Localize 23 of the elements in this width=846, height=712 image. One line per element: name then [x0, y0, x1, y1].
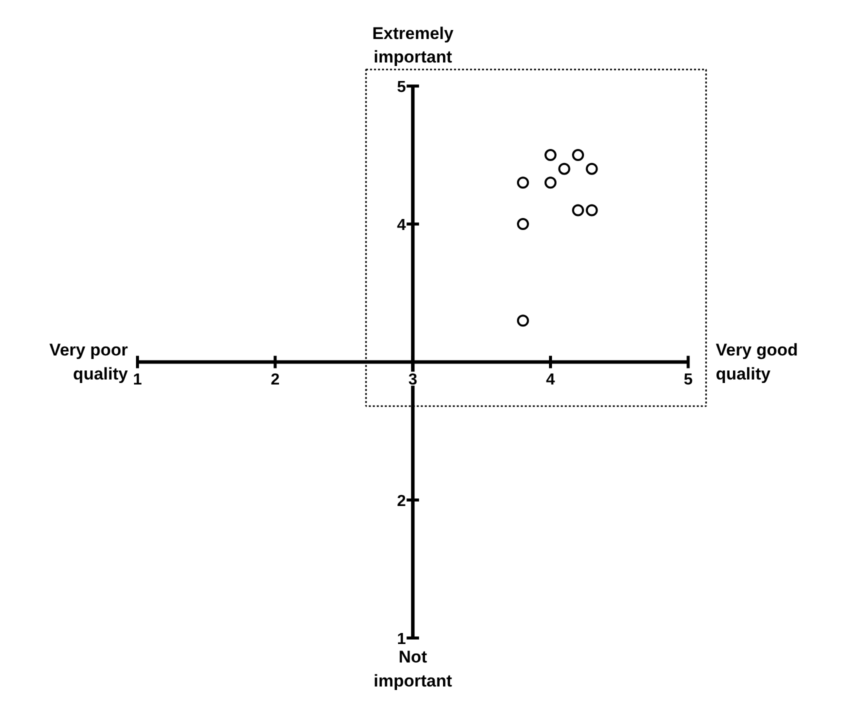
point: [544, 176, 557, 189]
y-tick-label: 1: [397, 630, 406, 648]
point: [586, 204, 598, 216]
point: [586, 162, 598, 175]
text: Very poor quality: [49, 340, 128, 384]
y-tick-label: 4: [397, 217, 406, 234]
point: [516, 176, 529, 189]
point: [558, 162, 570, 175]
x-tick-label: 2: [270, 372, 280, 389]
text: Not important: [374, 648, 452, 690]
x-tick-label: 4: [546, 372, 556, 389]
y-tick-label: 5: [397, 79, 406, 96]
text: Extremely important: [372, 24, 454, 67]
point: [572, 149, 584, 162]
x-tick-label: 5: [684, 372, 693, 389]
x-tick-label: 3: [408, 372, 418, 389]
text: Very good quality: [716, 340, 798, 384]
point: [544, 149, 557, 162]
point: [516, 218, 529, 230]
point: [572, 204, 584, 216]
y-tick-label: 2: [397, 493, 406, 510]
x-tick-label: 1: [133, 372, 142, 389]
point: [516, 314, 529, 327]
